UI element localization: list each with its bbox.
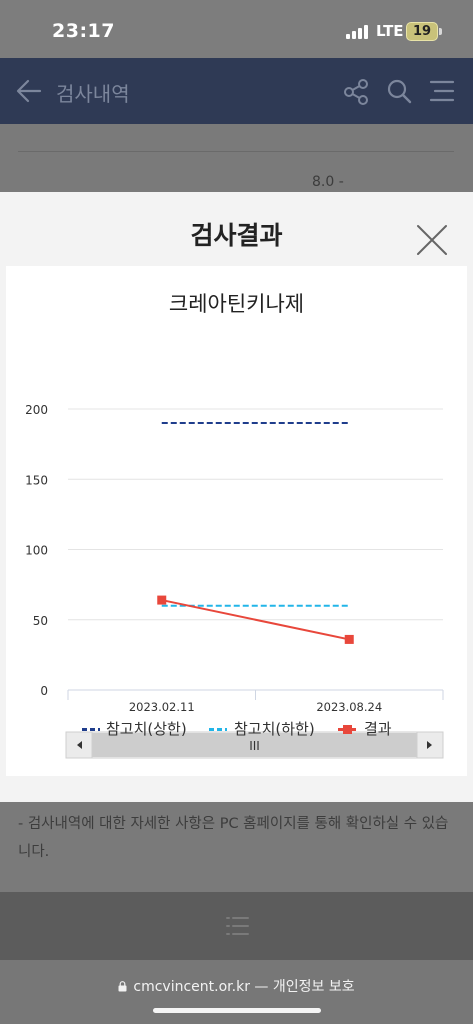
chart-card: 크레아틴키나제 0 50 100 150 200 2023.02.11 2023.08.24… (6, 266, 467, 776)
series-line (161, 599, 350, 641)
close-icon[interactable] (416, 224, 448, 256)
legend-swatch (209, 728, 227, 731)
page-title: 검사내역 (56, 82, 130, 106)
line-chart: 0 50 100 150 200 2023.02.11 2023.08.24 III (25, 403, 444, 759)
background-cell: 8.0 - (312, 174, 344, 190)
modal-title: 검사결과 (190, 221, 283, 250)
result-modal: 검사결과 크레아틴키나제 0 50 100 150 200 2023.02.11 2023.… (0, 192, 473, 802)
battery-cap (439, 28, 442, 35)
app-header: 검사내역 (0, 58, 473, 124)
status-bar: 23:17 LTE 19 (0, 0, 473, 58)
bottom-toolbar (0, 892, 473, 960)
network-label: LTE (376, 22, 404, 40)
url-row[interactable]: cmcvincent.or.kr — 개인정보 보호 (0, 976, 473, 996)
legend-label[interactable]: 결과 (364, 720, 392, 738)
data-point (157, 595, 167, 605)
legend-marker (343, 725, 352, 734)
lock-icon (118, 981, 127, 992)
row-divider (18, 151, 454, 152)
note-text: - 검사내역에 대한 자세한 사항은 PC 홈페이지를 통해 확인하실 수 있습… (18, 816, 449, 860)
privacy-label: — 개인정보 보호 (249, 979, 355, 995)
share-icon[interactable] (342, 78, 370, 106)
background-table: 8.0 - (0, 124, 473, 192)
y-tick-label: 50 (33, 614, 48, 628)
bottom-note: - 검사내역에 대한 자세한 사항은 PC 홈페이지를 통해 확인하실 수 있습… (0, 802, 473, 892)
y-tick-label: 0 (40, 684, 48, 698)
list-icon[interactable] (224, 914, 250, 938)
legend-swatch (82, 728, 100, 731)
home-indicator[interactable] (153, 1008, 321, 1013)
legend-swatch (338, 725, 356, 734)
legend-label[interactable]: 참고치(하한) (234, 720, 315, 738)
url-text: cmcvincent.or.kr (133, 979, 250, 995)
scrollbar-thumb (92, 733, 417, 757)
search-icon[interactable] (386, 78, 412, 104)
scroll-right-icon (427, 741, 432, 749)
legend-label[interactable]: 참고치(상한) (106, 720, 187, 738)
status-time: 23:17 (52, 20, 115, 42)
y-tick-label: 100 (25, 544, 48, 558)
data-point (344, 634, 354, 644)
chart-legend: 참고치(상한) 참고치(하한) 결과 (6, 718, 467, 740)
x-tick-label: 2023.02.11 (129, 700, 195, 714)
x-tick-label: 2023.08.24 (316, 700, 382, 714)
scroll-left-icon (77, 741, 82, 749)
back-arrow-icon[interactable] (16, 78, 42, 104)
y-tick-label: 200 (25, 403, 48, 417)
browser-bar: cmcvincent.or.kr — 개인정보 보호 (0, 960, 473, 1024)
scrollbar-grip: III (249, 739, 260, 753)
menu-icon[interactable] (429, 79, 455, 103)
y-tick-label: 150 (25, 473, 48, 487)
battery-level: 19 (412, 24, 432, 39)
signal-icon (346, 25, 370, 39)
battery-icon: 19 (406, 22, 438, 41)
chart-title: 크레아틴키나제 (168, 292, 305, 316)
